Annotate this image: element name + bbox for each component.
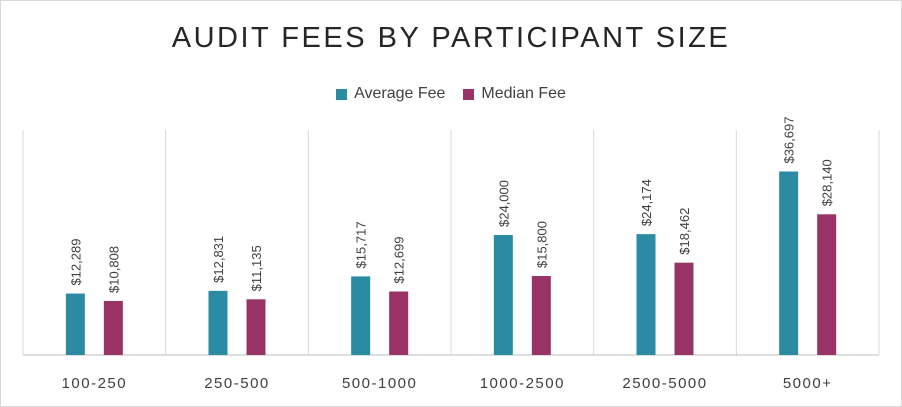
legend-label-average-fee: Average Fee [354,85,446,102]
legend-swatch-median-fee [463,88,475,100]
chart-title: AUDIT FEES BY PARTICIPANT SIZE [171,22,731,54]
legend-item-median-fee: Median Fee [463,85,566,103]
chart-legend: Average Fee Median Fee [0,85,902,103]
legend-swatch-average-fee [336,88,348,100]
legend-item-average-fee: Average Fee [336,85,445,103]
legend-label-median-fee: Median Fee [481,85,566,102]
